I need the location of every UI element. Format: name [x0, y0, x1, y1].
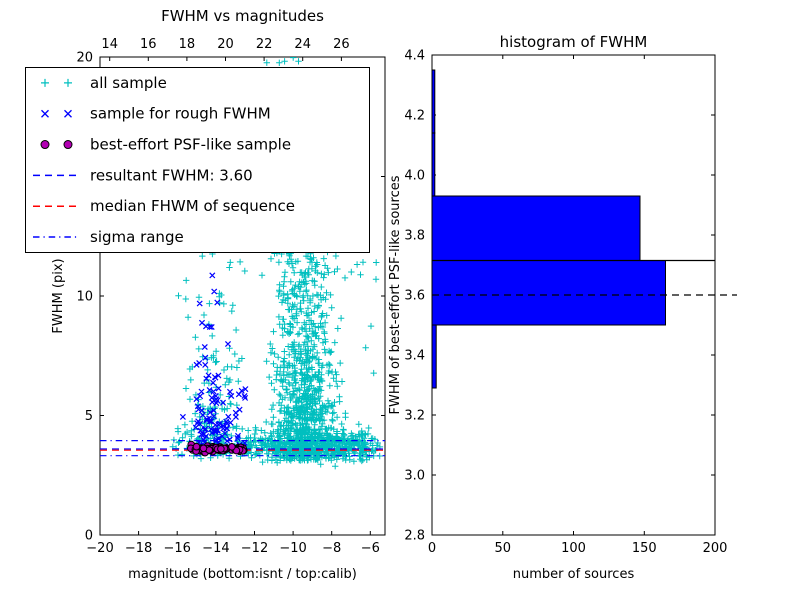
left-ylabel: FWHM (pix)	[51, 258, 66, 333]
hist-bar	[431, 132, 436, 197]
x-tick-label: −16	[163, 541, 190, 556]
x-tick-label: −6	[361, 541, 380, 556]
x-tick-label: −20	[86, 541, 113, 556]
left-plot: FWHM vs magnitudes magnitude (bottom:isn…	[51, 7, 386, 582]
legend-label: median FHWM of sequence	[90, 197, 295, 215]
x-tick-label: 200	[703, 541, 728, 556]
y-tick-label: 4.0	[404, 169, 425, 184]
left-ticks: −20 −18 −16 −14 −12 −10 −8 −6 14 16 18 20 22 24 26 0 5 10…	[76, 37, 385, 556]
legend-plus-marker-icon	[41, 78, 49, 87]
y-tick-label: 3.6	[404, 289, 425, 304]
top-tick-label: 16	[140, 37, 157, 52]
x-tick-label: 50	[495, 541, 512, 556]
legend-box	[25, 67, 370, 253]
legend-entry: resultant FWHM: 3.60	[33, 166, 253, 184]
legend-label: sigma range	[90, 228, 184, 246]
y-tick-label: 5	[85, 409, 93, 424]
hist-bar	[431, 260, 666, 326]
legend-entry: all sample	[41, 74, 167, 92]
x-tick-label: 100	[561, 541, 586, 556]
top-tick-label: 26	[333, 37, 350, 52]
hist-bar	[431, 195, 641, 261]
right-xlabel: number of sources	[513, 567, 635, 582]
legend-x-marker-icon	[64, 109, 72, 118]
y-tick-label: 3.0	[404, 469, 425, 484]
left-plot-title: FWHM vs magnitudes	[161, 7, 324, 25]
y-tick-label: 4.2	[404, 109, 425, 124]
hist-bar	[431, 69, 436, 134]
data-point	[199, 444, 208, 453]
scatter-psf-like-sample	[187, 440, 248, 457]
hist-bar	[431, 324, 437, 389]
top-tick-label: 22	[256, 37, 273, 52]
legend-label: sample for rough FWHM	[90, 105, 271, 123]
y-tick-label: 2.8	[404, 529, 425, 544]
y-tick-label: 0	[85, 529, 93, 544]
top-tick-label: 20	[217, 37, 234, 52]
legend-label: best-effort PSF-like sample	[90, 136, 291, 154]
data-point	[228, 443, 236, 451]
x-tick-label: −8	[322, 541, 341, 556]
legend-entry: sample for rough FWHM	[41, 105, 271, 123]
top-tick-label: 14	[101, 37, 118, 52]
y-tick-label: 3.2	[404, 409, 425, 424]
x-tick-label: −18	[125, 541, 152, 556]
y-tick-label: 4.4	[404, 49, 425, 64]
right-plot: histogram of FWHM number of sources FWHM…	[388, 33, 737, 582]
x-tick-label: −14	[202, 541, 229, 556]
left-data-area	[100, 57, 385, 470]
legend-circle-marker-icon	[40, 140, 50, 150]
right-data-area	[431, 69, 737, 389]
left-xlabel: magnitude (bottom:isnt / top:calib)	[128, 567, 357, 582]
y-tick-label: 3.4	[404, 349, 425, 364]
data-point	[217, 445, 225, 453]
legend-circle-marker-icon	[63, 140, 73, 150]
legend-x-marker-icon	[41, 109, 49, 118]
legend: all sample sample for rough FWHM best-effo…	[25, 67, 370, 253]
legend-entry: median FHWM of sequence	[33, 197, 295, 215]
legend-label: all sample	[90, 74, 167, 92]
right-plot-title: histogram of FWHM	[500, 33, 648, 51]
legend-entry: sigma range	[33, 228, 184, 246]
legend-plus-marker-icon	[64, 78, 72, 87]
x-tick-label: 0	[428, 541, 436, 556]
right-ticks: 0 50 100 150 200 2.8 3.0 3.2 3.4 3.6 3.8 4.0 4.2 4.4	[404, 49, 727, 557]
right-ylabel: FWHM of best-effort PSF-like sources	[388, 175, 403, 414]
x-tick-label: 150	[632, 541, 657, 556]
top-tick-label: 24	[294, 37, 311, 52]
legend-entry: best-effort PSF-like sample	[40, 136, 291, 154]
y-tick-label: 3.8	[404, 229, 425, 244]
top-tick-label: 18	[179, 37, 196, 52]
y-tick-label: 10	[76, 290, 93, 305]
y-tick-label: 20	[76, 51, 93, 66]
x-tick-label: −10	[279, 541, 306, 556]
data-point	[192, 442, 201, 451]
x-tick-label: −12	[241, 541, 268, 556]
legend-label: resultant FWHM: 3.60	[90, 166, 253, 184]
